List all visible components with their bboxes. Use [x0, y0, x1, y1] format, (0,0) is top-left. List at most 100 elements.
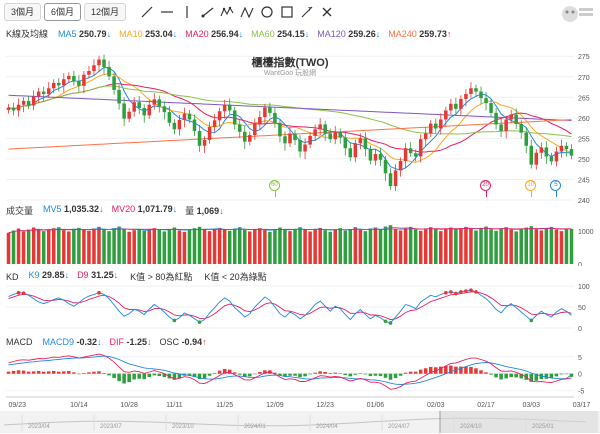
candle[interactable] — [348, 142, 353, 161]
volume-bar[interactable] — [72, 228, 76, 264]
volume-bar[interactable] — [298, 227, 302, 264]
volume-bar[interactable] — [268, 231, 272, 264]
candle[interactable] — [117, 84, 121, 110]
candle[interactable] — [82, 71, 86, 94]
volume-bar[interactable] — [303, 229, 307, 265]
volume-bar[interactable] — [489, 229, 493, 264]
zigzag-tool-icon[interactable] — [237, 3, 257, 21]
volume-bar[interactable] — [167, 229, 172, 264]
volume-bar[interactable] — [232, 228, 237, 264]
candle[interactable] — [197, 124, 202, 152]
volume-bar[interactable] — [82, 229, 86, 264]
candle[interactable] — [273, 106, 277, 128]
candle[interactable] — [434, 118, 438, 134]
candle[interactable] — [97, 55, 101, 72]
volume-bar[interactable] — [142, 230, 146, 264]
candle[interactable] — [122, 97, 126, 127]
volume-bar[interactable] — [31, 227, 36, 264]
candle[interactable] — [137, 96, 141, 115]
volume-bar[interactable] — [454, 229, 458, 265]
candle[interactable] — [293, 129, 297, 145]
candle[interactable] — [258, 110, 262, 130]
volume-bar[interactable] — [202, 229, 207, 265]
volume-bar[interactable] — [122, 229, 126, 264]
candle[interactable] — [343, 132, 348, 156]
volume-bar[interactable] — [353, 227, 358, 264]
candle[interactable] — [67, 72, 71, 83]
candle[interactable] — [554, 146, 559, 167]
volume-bar[interactable] — [333, 229, 337, 265]
candle[interactable] — [6, 103, 11, 114]
candle[interactable] — [428, 119, 433, 138]
candle[interactable] — [182, 107, 187, 128]
range-3m-button[interactable]: 3個月 — [4, 3, 42, 21]
candle[interactable] — [192, 114, 197, 136]
candle[interactable] — [444, 106, 448, 127]
candle[interactable] — [172, 119, 177, 135]
candle[interactable] — [449, 98, 453, 115]
volume-bar[interactable] — [428, 227, 433, 264]
candle[interactable] — [62, 73, 66, 93]
volume-bar[interactable] — [499, 228, 503, 264]
candle[interactable] — [353, 139, 358, 163]
volume-bar[interactable] — [544, 228, 549, 264]
candle[interactable] — [544, 141, 549, 164]
candle[interactable] — [102, 54, 106, 75]
candle[interactable] — [519, 120, 523, 139]
volume-bar[interactable] — [293, 228, 297, 264]
candle[interactable] — [107, 60, 111, 81]
candle[interactable] — [388, 168, 393, 190]
candle[interactable] — [333, 126, 337, 145]
volume-bar[interactable] — [393, 228, 398, 264]
candle[interactable] — [167, 105, 172, 127]
volume-bar[interactable] — [494, 230, 498, 264]
volume-bar[interactable] — [383, 226, 388, 264]
candle[interactable] — [393, 164, 398, 191]
candle[interactable] — [112, 72, 116, 95]
volume-bar[interactable] — [403, 228, 408, 264]
candle[interactable] — [363, 132, 368, 157]
candle[interactable] — [31, 90, 36, 111]
candle[interactable] — [439, 113, 443, 135]
volume-bar[interactable] — [363, 231, 368, 264]
volume-bar[interactable] — [388, 225, 393, 264]
volume-bar[interactable] — [413, 229, 418, 265]
ma-period-marker[interactable]: 5 — [550, 180, 562, 191]
candle[interactable] — [504, 115, 508, 139]
volume-bar[interactable] — [6, 232, 11, 264]
volume-bar[interactable] — [444, 228, 448, 264]
volume-bar[interactable] — [278, 227, 282, 264]
candle[interactable] — [464, 89, 468, 107]
volume-bar[interactable] — [26, 229, 31, 265]
candle[interactable] — [559, 139, 564, 158]
candle[interactable] — [338, 128, 343, 144]
candle[interactable] — [398, 157, 403, 177]
candle[interactable] — [232, 106, 237, 130]
candle[interactable] — [288, 127, 292, 148]
volume-bar[interactable] — [92, 228, 96, 264]
candle[interactable] — [132, 97, 136, 117]
candle[interactable] — [403, 143, 408, 169]
volume-bar[interactable] — [132, 230, 136, 264]
wave-tool-icon[interactable] — [217, 3, 237, 21]
candle[interactable] — [157, 95, 162, 113]
volume-bar[interactable] — [534, 229, 539, 264]
candle[interactable] — [418, 134, 423, 163]
candle[interactable] — [564, 142, 569, 157]
rectangle-tool-icon[interactable] — [277, 3, 297, 21]
candle[interactable] — [222, 99, 227, 119]
volume-bar[interactable] — [504, 227, 508, 264]
candle[interactable] — [454, 97, 458, 114]
volume-bar[interactable] — [21, 231, 26, 264]
volume-bar[interactable] — [16, 228, 21, 264]
candle[interactable] — [51, 79, 56, 94]
candle[interactable] — [308, 132, 312, 149]
volume-bar[interactable] — [539, 230, 544, 264]
candle[interactable] — [524, 127, 529, 154]
candle[interactable] — [248, 131, 252, 146]
volume-bar[interactable] — [343, 230, 348, 264]
volume-bar[interactable] — [258, 228, 262, 264]
volume-bar[interactable] — [368, 228, 373, 264]
candle[interactable] — [413, 149, 418, 162]
volume-bar[interactable] — [117, 226, 121, 264]
